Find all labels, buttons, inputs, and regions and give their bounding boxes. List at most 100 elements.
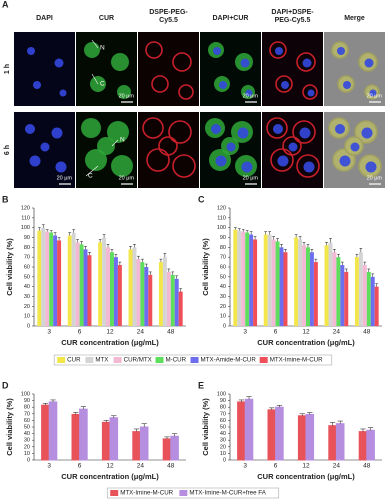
nucleus: [245, 89, 253, 97]
bar: [237, 401, 246, 461]
error-bar: [53, 232, 57, 236]
y-tick-label: 70: [220, 411, 226, 417]
nucleus: [33, 81, 41, 89]
scale-bar-label: 20 μm: [119, 175, 135, 181]
error-bar: [41, 224, 45, 228]
y-tick-label: 50: [24, 424, 30, 430]
column-header: DAPI+CUR: [213, 15, 249, 22]
y-tick-label: 60: [220, 264, 226, 270]
y-tick-label: 20: [24, 304, 30, 310]
cell-membrane: [158, 136, 178, 156]
x-tick-label: 6: [274, 463, 278, 470]
error-bar: [164, 436, 170, 439]
error-bar: [80, 406, 87, 410]
bar: [294, 237, 299, 326]
annotation-pointer: [91, 73, 99, 85]
bar: [374, 286, 379, 326]
panel-label: B: [2, 194, 9, 204]
bar: [170, 274, 175, 326]
y-tick-label: 100: [217, 391, 226, 397]
cell-membrane: [331, 41, 349, 59]
error-bar: [340, 261, 344, 266]
y-tick-label: 0: [223, 457, 226, 463]
bar: [366, 429, 375, 461]
y-tick-label: 30: [24, 438, 30, 444]
y-tick-label: 10: [24, 314, 30, 320]
error-bar: [359, 248, 363, 253]
cell-membrane: [296, 52, 316, 72]
column-header: Cy5.5: [159, 17, 178, 24]
y-tick-label: 80: [24, 405, 30, 411]
column-header: PEG-Cy5.5: [275, 17, 311, 24]
bar: [244, 398, 254, 461]
bar: [148, 274, 153, 326]
bar: [302, 245, 306, 326]
error-bar: [302, 242, 306, 246]
cell-membrane: [178, 84, 194, 100]
x-tick-label: 12: [302, 463, 310, 470]
bar: [249, 234, 254, 326]
bar: [166, 271, 171, 326]
cell-body: [85, 149, 107, 171]
bar: [162, 438, 172, 461]
x-axis-label: CUR concentration (μg/mL): [61, 472, 159, 481]
error-bar: [140, 258, 144, 263]
nucleus: [365, 161, 377, 173]
error-bar: [167, 268, 171, 272]
bar: [233, 229, 238, 326]
x-tick-label: 24: [333, 329, 341, 336]
error-bar: [103, 420, 109, 423]
cell-membrane: [337, 75, 355, 93]
bar: [79, 244, 84, 326]
x-tick-label: 48: [363, 463, 371, 470]
x-tick-label: 12: [302, 329, 310, 336]
y-tick-label: 110: [21, 215, 30, 221]
legend-label: MTX: [95, 357, 108, 364]
bar: [37, 230, 42, 326]
x-axis-label: CUR concentration (μg/mL): [257, 472, 355, 481]
legend-label: CUR: [67, 357, 81, 364]
annotation-pointer: [85, 165, 99, 177]
legend-label: CUR/MTX: [124, 357, 152, 364]
row-label: 1 h: [4, 64, 11, 74]
error-bar: [57, 237, 61, 241]
y-tick-label: 100: [21, 225, 30, 231]
error-bar: [272, 236, 276, 240]
nucleus: [226, 142, 236, 152]
error-bar: [233, 227, 237, 230]
bar: [275, 406, 284, 461]
y-tick-label: 90: [220, 235, 226, 241]
bar: [344, 271, 349, 326]
nucleus: [302, 58, 312, 68]
bar: [245, 232, 250, 326]
bar: [71, 413, 81, 461]
error-bar: [268, 231, 272, 235]
y-tick-label: 50: [220, 424, 226, 430]
error-bar: [159, 258, 163, 263]
x-tick-label: 48: [167, 463, 175, 470]
cell-body: [117, 85, 131, 99]
y-tick-label: 70: [24, 255, 30, 261]
y-tick-label: 20: [24, 444, 30, 450]
error-bar: [314, 258, 318, 263]
bar: [41, 227, 46, 326]
nucleus: [343, 81, 351, 89]
scale-bar-label: 20 μm: [243, 93, 259, 99]
error-bar: [84, 246, 87, 250]
bar: [275, 241, 280, 326]
annotation: C: [100, 81, 105, 88]
y-tick-label: 30: [220, 438, 226, 444]
bar: [362, 265, 367, 326]
error-bar: [241, 229, 245, 232]
bar: [366, 271, 371, 326]
y-tick-label: 70: [24, 411, 30, 417]
nucleus: [213, 47, 221, 55]
error-bar: [72, 229, 76, 233]
bar: [358, 252, 363, 326]
legend-box: [106, 487, 280, 499]
cell-membrane: [269, 41, 287, 59]
cell-membrane: [145, 41, 163, 59]
bar: [144, 267, 149, 326]
error-bar: [269, 407, 275, 410]
error-bar: [310, 249, 314, 253]
